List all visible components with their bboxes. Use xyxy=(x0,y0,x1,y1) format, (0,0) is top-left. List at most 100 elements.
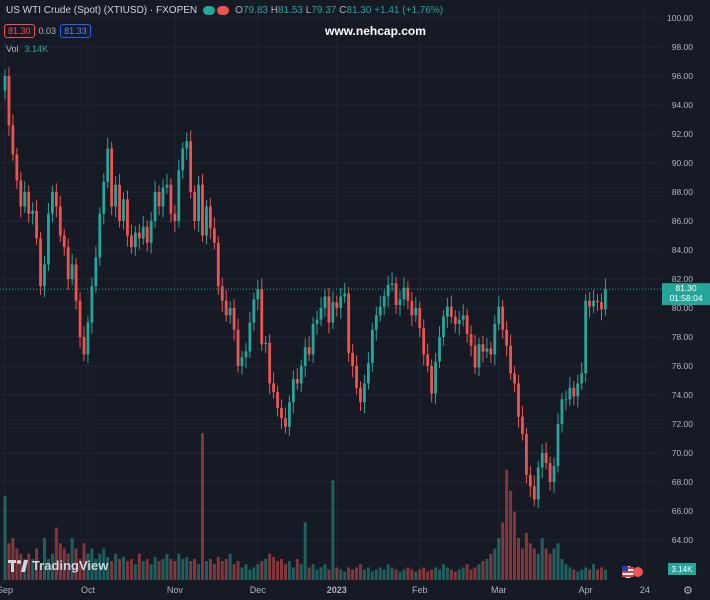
candle-body xyxy=(382,296,386,307)
candle-body xyxy=(363,383,366,403)
price-tick-label: 100.00 xyxy=(667,13,693,23)
volume-bar xyxy=(252,567,256,580)
volume-bar xyxy=(197,564,201,580)
candle-body xyxy=(588,300,591,307)
candle-body xyxy=(572,387,576,397)
settings-gear-icon[interactable]: ⚙ xyxy=(683,585,693,597)
volume-bar xyxy=(208,559,212,580)
candle-body xyxy=(3,76,7,91)
candle-body xyxy=(303,347,307,366)
candles xyxy=(3,67,607,509)
volume-bar xyxy=(410,569,414,580)
candle-body xyxy=(220,286,224,301)
candle-body xyxy=(201,184,204,236)
volume-bar xyxy=(311,564,315,580)
candle-body xyxy=(280,408,283,419)
price-tick-label: 88.00 xyxy=(672,187,694,197)
last-price-value: 81.30 xyxy=(675,283,697,293)
volume-bar xyxy=(362,569,366,580)
us-flag-icon[interactable] xyxy=(622,566,634,578)
volume-bar xyxy=(145,559,149,580)
volume-bar xyxy=(193,559,197,580)
volume-bar xyxy=(181,559,185,580)
volume-badge-value: 3.14K xyxy=(672,565,694,574)
volume-bar xyxy=(31,559,35,580)
volume-bar xyxy=(232,564,236,580)
candle-body xyxy=(469,334,473,346)
candle-body xyxy=(90,286,94,323)
volume-bar xyxy=(461,567,465,580)
volume-bar xyxy=(62,548,66,580)
candle-body xyxy=(576,383,580,397)
candle-body xyxy=(481,344,485,352)
data-status-icon[interactable] xyxy=(217,6,230,15)
close-value: 81.30 xyxy=(346,5,372,16)
candle-body xyxy=(540,453,544,468)
volume-bar xyxy=(343,571,347,580)
candle-body xyxy=(130,235,133,248)
volume-bar xyxy=(27,553,31,580)
volume-bar xyxy=(457,569,461,580)
volume-bar xyxy=(497,538,501,580)
time-tick-label: 24 xyxy=(640,585,650,595)
time-tick-label: Mar xyxy=(491,585,507,595)
volume-bar xyxy=(173,561,177,580)
symbol-title[interactable]: US WTI Crude (Spot) (XTIUSD) · FXOPEN xyxy=(6,5,198,16)
candle-body xyxy=(110,148,114,207)
volume-bar xyxy=(568,567,572,580)
high-value: 81.53 xyxy=(277,5,303,16)
candle-body xyxy=(351,352,354,366)
volume-bar xyxy=(54,527,58,580)
candle-body xyxy=(311,323,315,355)
candle-body xyxy=(35,210,38,239)
candle-body xyxy=(126,199,129,236)
volume-bar xyxy=(599,567,603,580)
candle-body xyxy=(62,235,66,248)
candle-body xyxy=(177,170,181,221)
sell-price-button[interactable]: 81.30 xyxy=(4,24,35,38)
candle-body xyxy=(402,287,406,300)
candle-body xyxy=(461,315,465,320)
candle-body xyxy=(331,302,335,323)
volume-bar xyxy=(102,548,106,580)
volume-bar xyxy=(544,548,548,580)
candle-body xyxy=(189,141,193,192)
volume-bar xyxy=(276,561,280,580)
volume-bar xyxy=(169,559,173,580)
volume-legend[interactable]: Vol 3.14K xyxy=(6,44,48,54)
candle-body xyxy=(596,300,599,303)
volume-bar xyxy=(465,564,469,580)
time-axis[interactable]: Sep Oct Nov Dec 2023 Feb Mar Apr 24 xyxy=(0,585,650,595)
event-marker-icon[interactable] xyxy=(633,567,643,577)
candle-body xyxy=(27,192,31,214)
price-axis[interactable]: 100.00 98.00 96.00 94.00 92.00 90.00 88.00 86.0… xyxy=(667,13,693,545)
volume-bar xyxy=(402,569,406,580)
spread-value: 0.03 xyxy=(38,26,57,36)
price-tick-label: 92.00 xyxy=(672,129,694,139)
candle-body xyxy=(102,181,106,214)
volume-bar xyxy=(137,553,141,580)
candle-body xyxy=(446,306,449,317)
volume-bar xyxy=(517,538,520,580)
volume-bar xyxy=(501,522,505,580)
high-label: H xyxy=(270,5,278,16)
candle-body xyxy=(449,306,453,317)
candle-body xyxy=(592,300,595,307)
volume-bar xyxy=(283,564,287,580)
candle-body xyxy=(276,392,279,409)
candle-body xyxy=(70,264,74,279)
market-open-icon[interactable] xyxy=(203,6,216,15)
volume-bar xyxy=(287,561,291,580)
candle-body xyxy=(205,206,208,236)
volume-bar xyxy=(260,561,264,580)
tradingview-logo[interactable]: TradingView xyxy=(8,558,108,573)
time-tick-label: Dec xyxy=(250,585,267,595)
buy-price-button[interactable]: 81.33 xyxy=(60,24,91,38)
volume-bar xyxy=(540,538,544,580)
candle-body xyxy=(497,306,501,324)
price-tick-label: 90.00 xyxy=(672,158,694,168)
candle-body xyxy=(552,466,556,482)
volume-bar xyxy=(406,567,410,580)
candle-body xyxy=(564,399,568,401)
